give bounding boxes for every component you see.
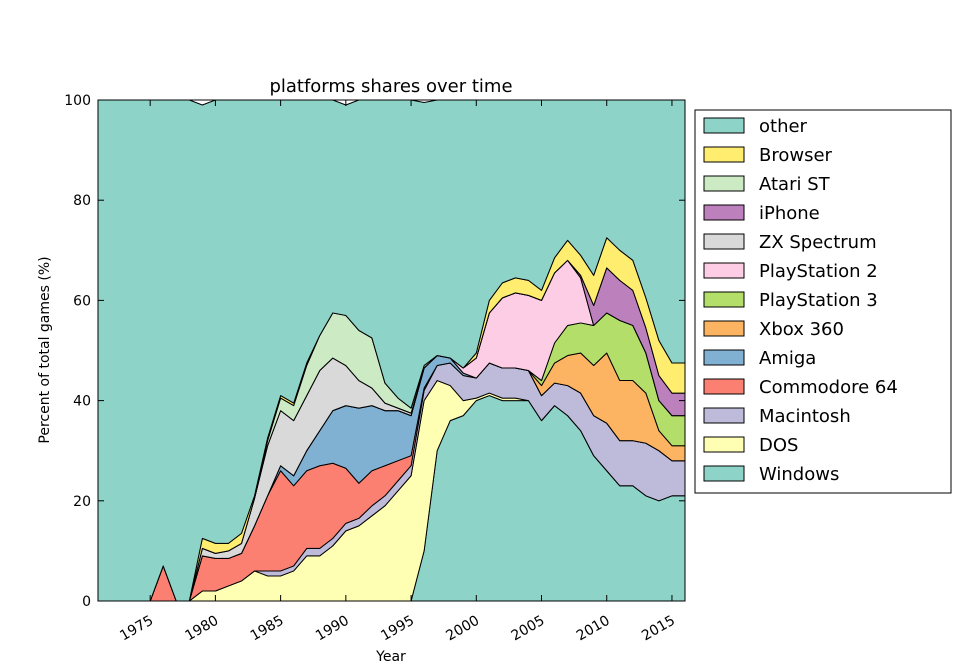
- y-tick-label: 20: [73, 494, 91, 510]
- legend-swatch-macintosh: [703, 407, 745, 424]
- legend-label-playstation-3: PlayStation 3: [759, 290, 878, 311]
- plot-area: [97, 99, 686, 602]
- legend-swatch-playstation-2: [703, 262, 745, 279]
- legend-label-amiga: Amiga: [759, 348, 816, 369]
- legend-swatch-browser: [703, 146, 745, 163]
- legend-swatch-other: [703, 117, 745, 134]
- legend-label-atari-st: Atari ST: [759, 174, 831, 195]
- legend-label-zx-spectrum: ZX Spectrum: [759, 232, 877, 253]
- legend-label-dos: DOS: [759, 435, 798, 456]
- legend-swatch-iphone: [703, 204, 745, 221]
- legend-swatch-playstation-3: [703, 291, 745, 308]
- legend-label-xbox-360: Xbox 360: [759, 319, 844, 340]
- legend-label-browser: Browser: [759, 145, 833, 166]
- y-tick-label: 80: [73, 193, 91, 209]
- y-tick-label: 100: [64, 93, 91, 109]
- legend-label-playstation-2: PlayStation 2: [759, 261, 878, 282]
- x-axis-title: Year: [375, 649, 406, 665]
- legend-label-macintosh: Macintosh: [759, 406, 851, 427]
- legend-label-commodore-64: Commodore 64: [759, 377, 898, 398]
- y-tick-label: 60: [73, 293, 91, 309]
- legend-swatch-zx-spectrum: [703, 233, 745, 250]
- legend-swatch-windows: [703, 465, 745, 482]
- chart-title: platforms shares over time: [269, 76, 512, 97]
- legend-swatch-atari-st: [703, 175, 745, 192]
- legend-label-windows: Windows: [759, 464, 839, 485]
- legend-swatch-xbox-360: [703, 320, 745, 337]
- y-tick-label: 40: [73, 394, 91, 410]
- plot-frame: [97, 99, 686, 602]
- y-tick-label: 0: [82, 594, 91, 610]
- legend-label-other: other: [759, 116, 808, 137]
- legend-swatch-amiga: [703, 349, 745, 366]
- legend: other Browser Atari ST iPhone ZX Spectrum Pla…: [694, 109, 952, 494]
- legend-swatch-dos: [703, 436, 745, 453]
- y-axis: 0 20 40 60 80 100: [64, 93, 685, 610]
- y-axis-title: Percent of total games (%): [37, 256, 53, 443]
- legend-swatch-commodore-64: [703, 378, 745, 395]
- legend-label-iphone: iPhone: [759, 203, 820, 224]
